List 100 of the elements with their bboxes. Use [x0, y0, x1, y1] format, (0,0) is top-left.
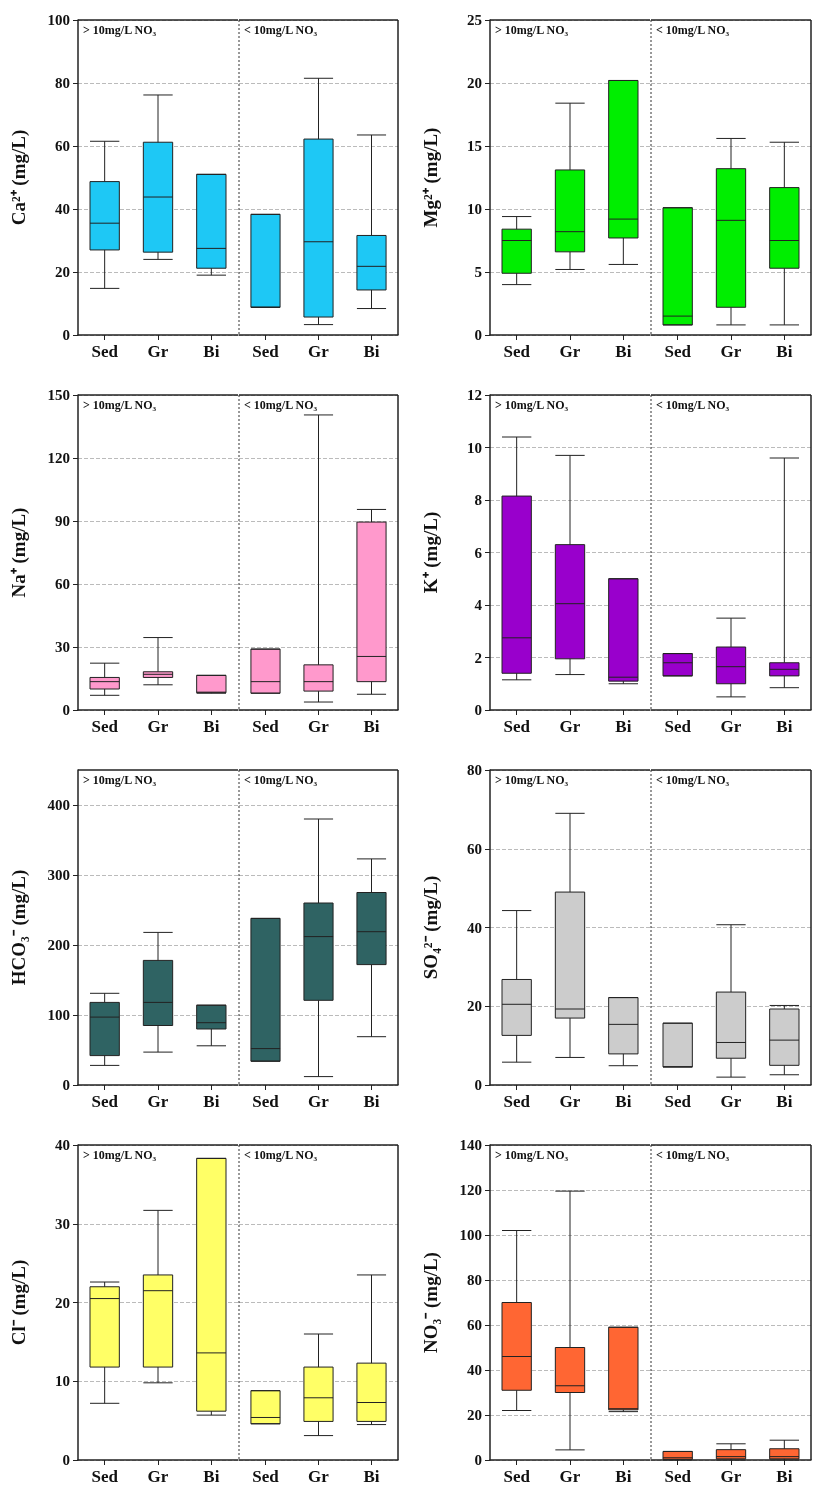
- y-tick-label: 100: [47, 1007, 70, 1023]
- annotation: > 10mg/L NO₃: [83, 1148, 157, 1162]
- y-axis-title: Mg²⁺ (mg/L): [420, 127, 442, 228]
- y-axis-title: SO₄²⁻ (mg/L): [420, 875, 442, 980]
- y-tick-label: 0: [62, 1452, 70, 1468]
- y-tick-label: 140: [459, 1137, 482, 1153]
- x-tick-label: Sed: [503, 342, 531, 361]
- x-tick-label: Sed: [252, 1092, 280, 1111]
- y-tick-label: 60: [55, 576, 70, 592]
- y-tick-label: 20: [55, 264, 70, 280]
- x-tick-label: Bi: [203, 717, 220, 736]
- y-tick-label: 100: [47, 12, 70, 28]
- y-tick-label: 200: [47, 937, 70, 953]
- y-tick-label: 8: [474, 492, 482, 508]
- x-tick-label: Gr: [559, 342, 581, 361]
- y-tick-label: 40: [55, 201, 70, 217]
- x-tick-label: Bi: [203, 1467, 220, 1486]
- annotation: < 10mg/L NO₃: [244, 773, 318, 787]
- y-tick-label: 60: [467, 840, 482, 857]
- x-tick-label: Bi: [776, 717, 793, 736]
- annotation: < 10mg/L NO₃: [656, 398, 730, 412]
- y-axis-title: Cl⁻ (mg/L): [8, 1259, 30, 1346]
- x-tick-label: Sed: [91, 717, 119, 736]
- y-tick-label: 30: [55, 1215, 70, 1232]
- y-tick-label: 0: [474, 1452, 482, 1468]
- x-tick-label: Gr: [308, 1092, 330, 1111]
- x-tick-label: Gr: [308, 1467, 330, 1486]
- x-tick-label: Sed: [252, 342, 280, 361]
- annotation: > 10mg/L NO₃: [83, 398, 157, 412]
- x-tick-label: Gr: [559, 1092, 581, 1111]
- x-tick-label: Bi: [776, 1092, 793, 1111]
- y-tick-label: 0: [62, 1077, 70, 1093]
- y-tick-label: 80: [467, 762, 482, 778]
- annotation: < 10mg/L NO₃: [656, 23, 730, 37]
- y-tick-label: 10: [467, 201, 482, 217]
- y-axis-title: HCO₃⁻ (mg/L): [8, 869, 30, 986]
- y-tick-label: 60: [55, 138, 70, 154]
- y-tick-label: 0: [62, 702, 70, 718]
- x-tick-label: Bi: [203, 342, 220, 361]
- x-tick-label: Bi: [776, 1467, 793, 1486]
- x-tick-label: Bi: [363, 1467, 380, 1486]
- x-tick-label: Gr: [720, 717, 742, 736]
- x-tick-label: Bi: [363, 342, 380, 361]
- y-tick-label: 100: [459, 1227, 482, 1243]
- x-tick-label: Sed: [91, 1467, 119, 1486]
- y-tick-label: 0: [474, 702, 482, 718]
- y-tick-label: 60: [467, 1317, 482, 1333]
- y-tick-label: 150: [47, 387, 70, 403]
- y-tick-label: 5: [474, 264, 482, 280]
- annotation: > 10mg/L NO₃: [495, 23, 569, 37]
- y-tick-label: 300: [47, 867, 70, 883]
- annotation: < 10mg/L NO₃: [244, 398, 318, 412]
- y-tick-label: 120: [459, 1182, 482, 1198]
- y-axis-title: NO₃⁻ (mg/L): [420, 1252, 442, 1353]
- annotation: > 10mg/L NO₃: [83, 23, 157, 37]
- annotation: < 10mg/L NO₃: [656, 773, 730, 787]
- x-tick-label: Sed: [252, 717, 280, 736]
- x-tick-label: Sed: [664, 717, 692, 736]
- x-tick-label: Bi: [776, 342, 793, 361]
- y-tick-label: 120: [47, 450, 70, 466]
- x-tick-label: Gr: [559, 717, 581, 736]
- x-tick-label: Sed: [503, 1092, 531, 1111]
- y-tick-label: 4: [474, 597, 483, 613]
- x-tick-label: Bi: [615, 1467, 632, 1486]
- x-tick-label: Bi: [615, 1092, 632, 1111]
- y-tick-label: 80: [467, 1272, 482, 1288]
- y-tick-label: 2: [474, 649, 482, 666]
- x-tick-label: Sed: [503, 1467, 531, 1486]
- annotation: < 10mg/L NO₃: [244, 23, 318, 37]
- y-tick-label: 25: [467, 12, 482, 28]
- y-tick-label: 20: [55, 1294, 70, 1311]
- x-tick-label: Sed: [664, 342, 692, 361]
- x-tick-label: Gr: [720, 1092, 742, 1111]
- y-tick-label: 10: [467, 439, 482, 456]
- y-tick-label: 400: [47, 797, 70, 813]
- x-tick-label: Sed: [252, 1467, 280, 1486]
- annotation: < 10mg/L NO₃: [656, 1148, 730, 1162]
- x-tick-label: Gr: [147, 717, 169, 736]
- annotation: < 10mg/L NO₃: [244, 1148, 318, 1162]
- x-tick-label: Sed: [664, 1467, 692, 1486]
- x-tick-label: Sed: [503, 717, 531, 736]
- annotation: > 10mg/L NO₃: [495, 398, 569, 412]
- x-tick-label: Sed: [91, 342, 119, 361]
- x-tick-label: Gr: [720, 1467, 742, 1486]
- y-tick-label: 40: [467, 1362, 482, 1378]
- y-axis-title: Na⁺ (mg/L): [8, 507, 30, 598]
- x-tick-label: Gr: [720, 342, 742, 361]
- y-tick-label: 0: [474, 327, 482, 343]
- y-tick-label: 15: [467, 138, 482, 154]
- x-tick-label: Sed: [91, 1092, 119, 1111]
- annotation: > 10mg/L NO₃: [495, 1148, 569, 1162]
- x-tick-label: Bi: [203, 1092, 220, 1111]
- y-tick-label: 90: [55, 513, 70, 529]
- x-tick-label: Gr: [147, 1467, 169, 1486]
- x-tick-label: Bi: [615, 342, 632, 361]
- y-tick-label: 20: [467, 998, 482, 1015]
- y-axis-title: K⁺ (mg/L): [420, 511, 442, 594]
- y-tick-label: 80: [55, 75, 70, 91]
- y-tick-label: 20: [467, 75, 482, 91]
- x-tick-label: Bi: [363, 1092, 380, 1111]
